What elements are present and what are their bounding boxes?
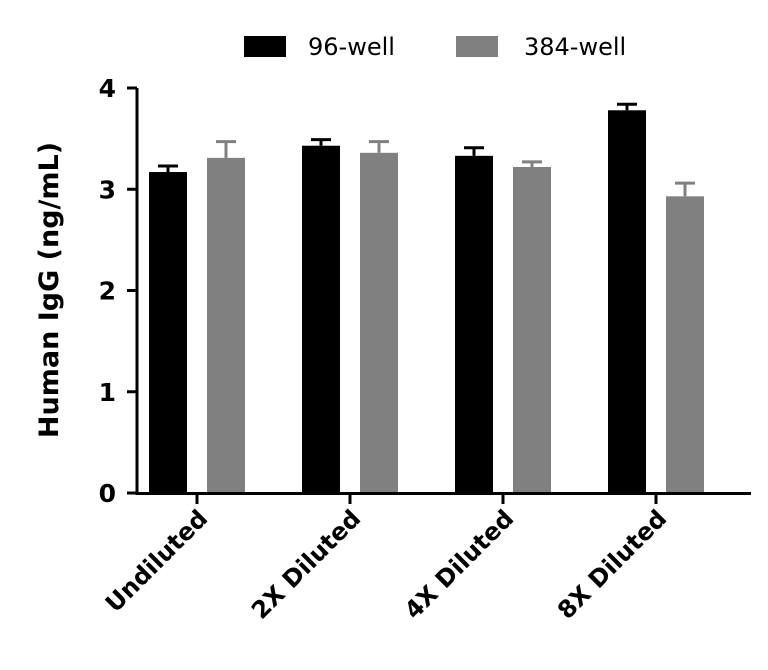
- legend-label-384-well: 384-well: [524, 33, 626, 61]
- y-tick-label: 2: [99, 277, 116, 306]
- bar-384-well-4x-diluted: [513, 166, 551, 493]
- y-tick-label: 4: [99, 74, 116, 103]
- bar-384-well-undiluted: [207, 157, 245, 494]
- x-tick-label: Undiluted: [100, 504, 213, 617]
- y-tick-label: 0: [99, 479, 116, 508]
- y-tick-label: 3: [99, 175, 116, 204]
- bar-384-well-8x-diluted: [666, 196, 704, 493]
- legend-swatch-96-well: [244, 36, 286, 57]
- x-tick-label: 4X Diluted: [399, 504, 519, 624]
- x-tick-label: 2X Diluted: [246, 504, 366, 624]
- bar-96-well-4x-diluted: [455, 155, 493, 493]
- bar-384-well-2x-diluted: [360, 152, 398, 494]
- plot-area: [149, 102, 704, 494]
- y-axis-title: Human IgG (ng/mL): [34, 142, 65, 438]
- legend: 96-well 384-well: [244, 33, 626, 61]
- x-axis-ticks: Undiluted 2X Diluted 4X Diluted 8X Diluted: [100, 493, 672, 625]
- legend-swatch-384-well: [456, 36, 498, 57]
- bar-96-well-8x-diluted: [608, 110, 646, 494]
- y-axis-ticks: 0 1 2 3 4: [99, 74, 137, 508]
- x-tick-label: 8X Diluted: [552, 504, 672, 624]
- bar-96-well-2x-diluted: [302, 145, 340, 493]
- bar-96-well-undiluted: [149, 172, 187, 493]
- y-tick-label: 1: [99, 378, 116, 407]
- legend-label-96-well: 96-well: [308, 33, 395, 61]
